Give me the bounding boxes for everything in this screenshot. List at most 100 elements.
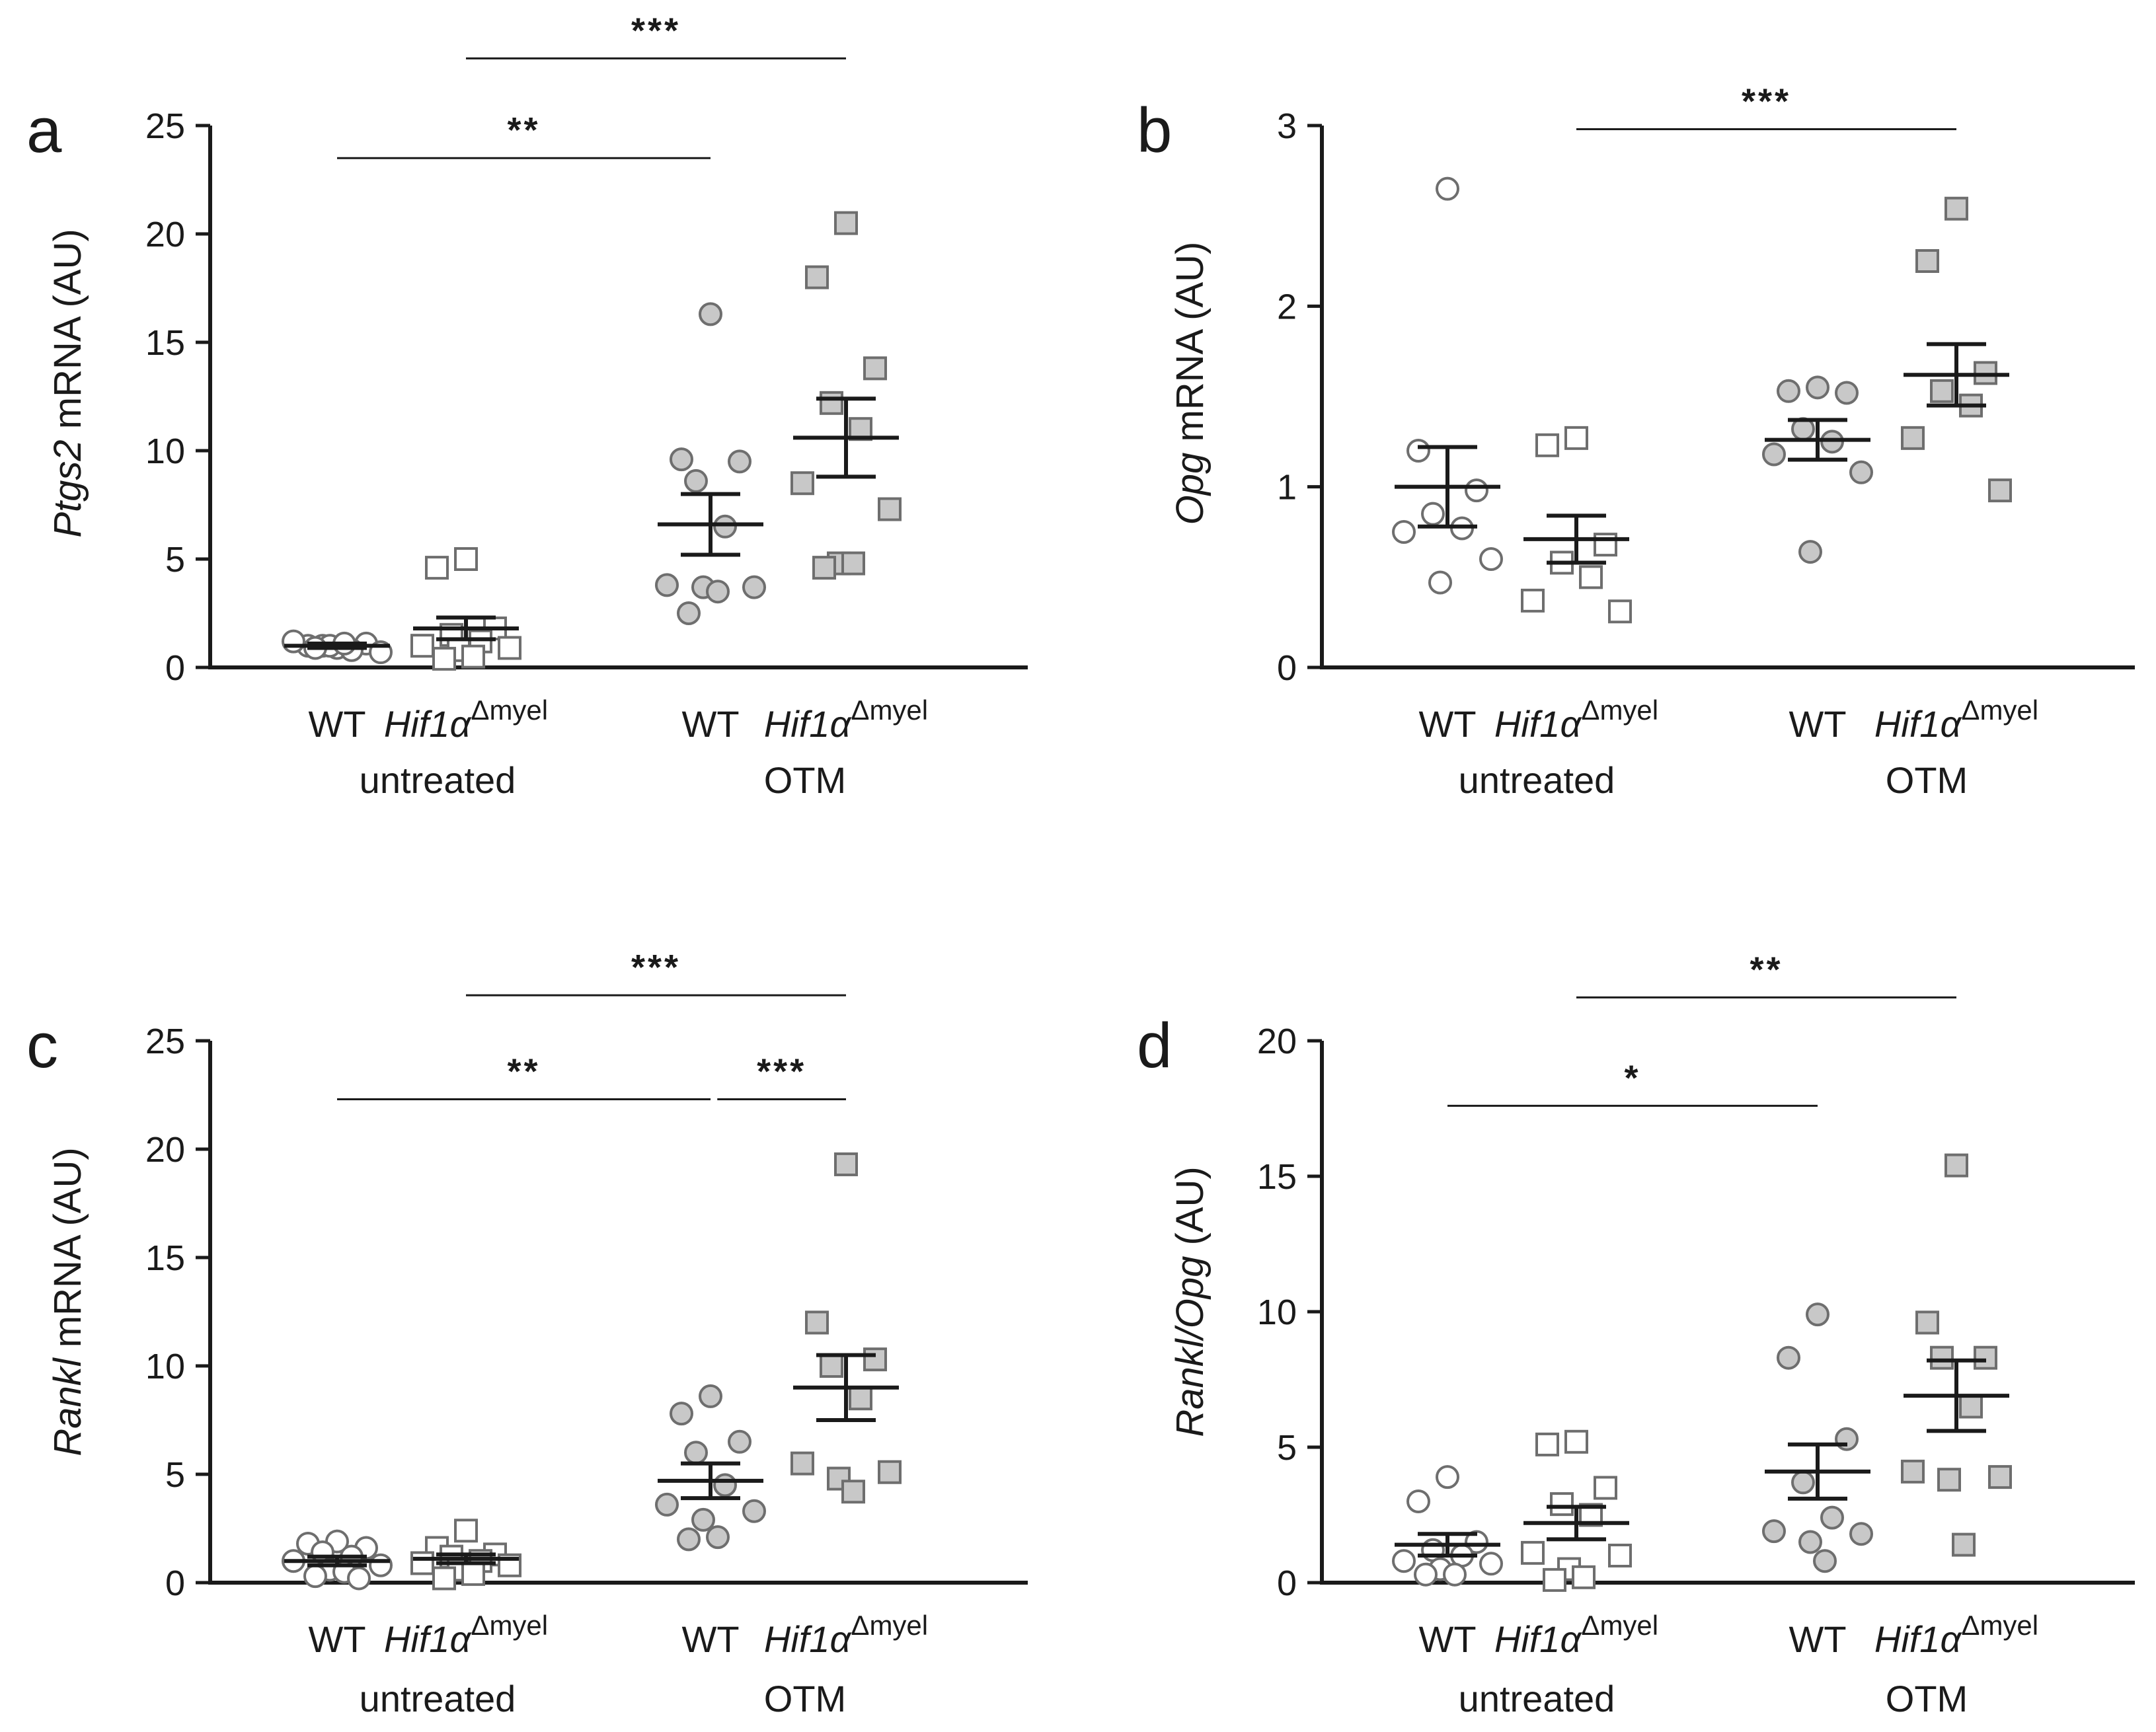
data-point-circle — [742, 575, 766, 599]
panel-letter-b: b — [1137, 95, 1172, 166]
data-point-square — [878, 1460, 902, 1484]
data-point-square — [1915, 1310, 1939, 1335]
hif1a-label: Hif1α — [764, 703, 853, 745]
data-point-square — [410, 634, 434, 658]
data-point-circle — [1849, 460, 1873, 484]
data-point-circle — [1777, 1345, 1800, 1370]
data-point-square — [1952, 1532, 1976, 1557]
data-point-square — [863, 356, 887, 381]
data-point-square — [820, 391, 843, 415]
data-point-square — [1564, 1429, 1588, 1454]
y-tick-label: 5 — [165, 540, 185, 580]
data-point-circle — [713, 514, 737, 539]
data-point-square — [1550, 1492, 1574, 1517]
x-label-hif1a-untreated-b: Hif1αΔmyel — [1494, 695, 1658, 745]
y-tick-label: 15 — [145, 1238, 185, 1278]
delta-myel-superscript: Δmyel — [1961, 1610, 2038, 1641]
group-label-otm-d: OTM — [1886, 1678, 1968, 1719]
y-axis-title-rest-d: (AU) — [1169, 1166, 1212, 1256]
data-point-square — [1608, 599, 1632, 624]
y-axis-title-italic-b: Opg — [1169, 453, 1212, 525]
x-label-wt-untreated-d: WT — [1418, 1618, 1476, 1660]
data-point-square — [1521, 1540, 1545, 1565]
data-point-circle — [1465, 478, 1488, 503]
data-point-square — [1944, 196, 1968, 221]
y-tick-label: 0 — [165, 1563, 185, 1603]
group-label-untreated-b: untreated — [1459, 759, 1615, 801]
hif1a-label: Hif1α — [1874, 703, 1963, 745]
data-point-circle — [742, 1499, 766, 1523]
data-point-circle — [655, 573, 679, 597]
x-label-wt-untreated-a: WT — [308, 703, 366, 745]
data-point-square — [1572, 1565, 1596, 1589]
data-point-circle — [303, 1564, 327, 1589]
data-point-circle — [1421, 502, 1445, 526]
y-tick-label: 20 — [1257, 1022, 1297, 1061]
delta-myel-superscript: Δmyel — [851, 1610, 928, 1641]
y-tick-label: 0 — [165, 648, 185, 688]
panel-letter-a: a — [26, 95, 62, 166]
group-label-untreated-d: untreated — [1459, 1678, 1615, 1719]
data-point-circle — [728, 449, 751, 474]
data-point-square — [454, 1519, 478, 1543]
data-point-circle — [1835, 381, 1859, 405]
hif1a-label: Hif1α — [764, 1618, 853, 1660]
data-point-circle — [691, 1507, 715, 1532]
data-point-square — [1543, 1567, 1566, 1592]
delta-myel-superscript: Δmyel — [851, 695, 928, 726]
hif1a-label: Hif1α — [384, 1618, 473, 1660]
data-point-square — [1594, 1476, 1617, 1500]
x-label-wt-otm-b: WT — [1789, 703, 1846, 745]
data-point-circle — [1443, 1562, 1467, 1587]
x-label-hif1a-otm-b: Hif1αΔmyel — [1874, 695, 2038, 745]
data-point-square — [1535, 433, 1559, 457]
y-tick-label: 2 — [1277, 287, 1297, 326]
data-point-square — [1930, 1345, 1954, 1370]
delta-myel-superscript: Δmyel — [1961, 695, 2038, 726]
data-point-square — [410, 1551, 434, 1575]
hif1a-label: Hif1α — [1494, 1618, 1583, 1660]
data-point-circle — [677, 1527, 701, 1552]
data-point-circle — [677, 601, 701, 625]
data-point-square — [790, 1451, 814, 1476]
y-tick-label: 0 — [1277, 648, 1297, 688]
data-point-circle — [699, 1384, 722, 1408]
data-point-square — [1988, 1465, 2012, 1489]
data-point-circle — [699, 302, 722, 326]
y-axis-title-b: Opg mRNA (AU) — [1169, 242, 1212, 525]
y-tick-label: 10 — [145, 1347, 185, 1386]
data-point-circle — [1798, 540, 1822, 564]
data-point-square — [834, 211, 858, 235]
data-point-circle — [1479, 547, 1503, 571]
data-point-square — [1974, 1345, 1997, 1370]
y-tick-label: 5 — [1277, 1428, 1297, 1468]
significance-label: ** — [1750, 950, 1783, 989]
y-axis-title-rest-c: mRNA (AU) — [46, 1147, 89, 1358]
data-point-circle — [1798, 1530, 1822, 1554]
data-point-circle — [1479, 1552, 1503, 1576]
data-point-circle — [670, 1402, 693, 1426]
group-label-untreated-a: untreated — [360, 759, 516, 801]
data-point-circle — [728, 1429, 751, 1454]
data-point-circle — [684, 469, 708, 493]
delta-myel-superscript: Δmyel — [1581, 695, 1658, 726]
data-point-square — [432, 1566, 456, 1591]
data-point-circle — [1406, 1489, 1430, 1513]
data-point-square — [432, 646, 456, 671]
data-point-square — [841, 1480, 865, 1504]
panel-letter-c: c — [26, 1010, 58, 1081]
data-point-circle — [1436, 1465, 1459, 1489]
data-point-square — [805, 265, 829, 289]
data-point-square — [841, 551, 865, 576]
data-point-circle — [1406, 439, 1430, 463]
data-point-circle — [1813, 1549, 1837, 1573]
x-axis-labels-b: WT Hif1αΔmyel WT Hif1αΔmyel untreated OT… — [1418, 695, 2038, 801]
data-point-circle — [1849, 1522, 1873, 1546]
y-tick-label: 3 — [1277, 106, 1297, 146]
data-point-square — [1930, 379, 1954, 403]
